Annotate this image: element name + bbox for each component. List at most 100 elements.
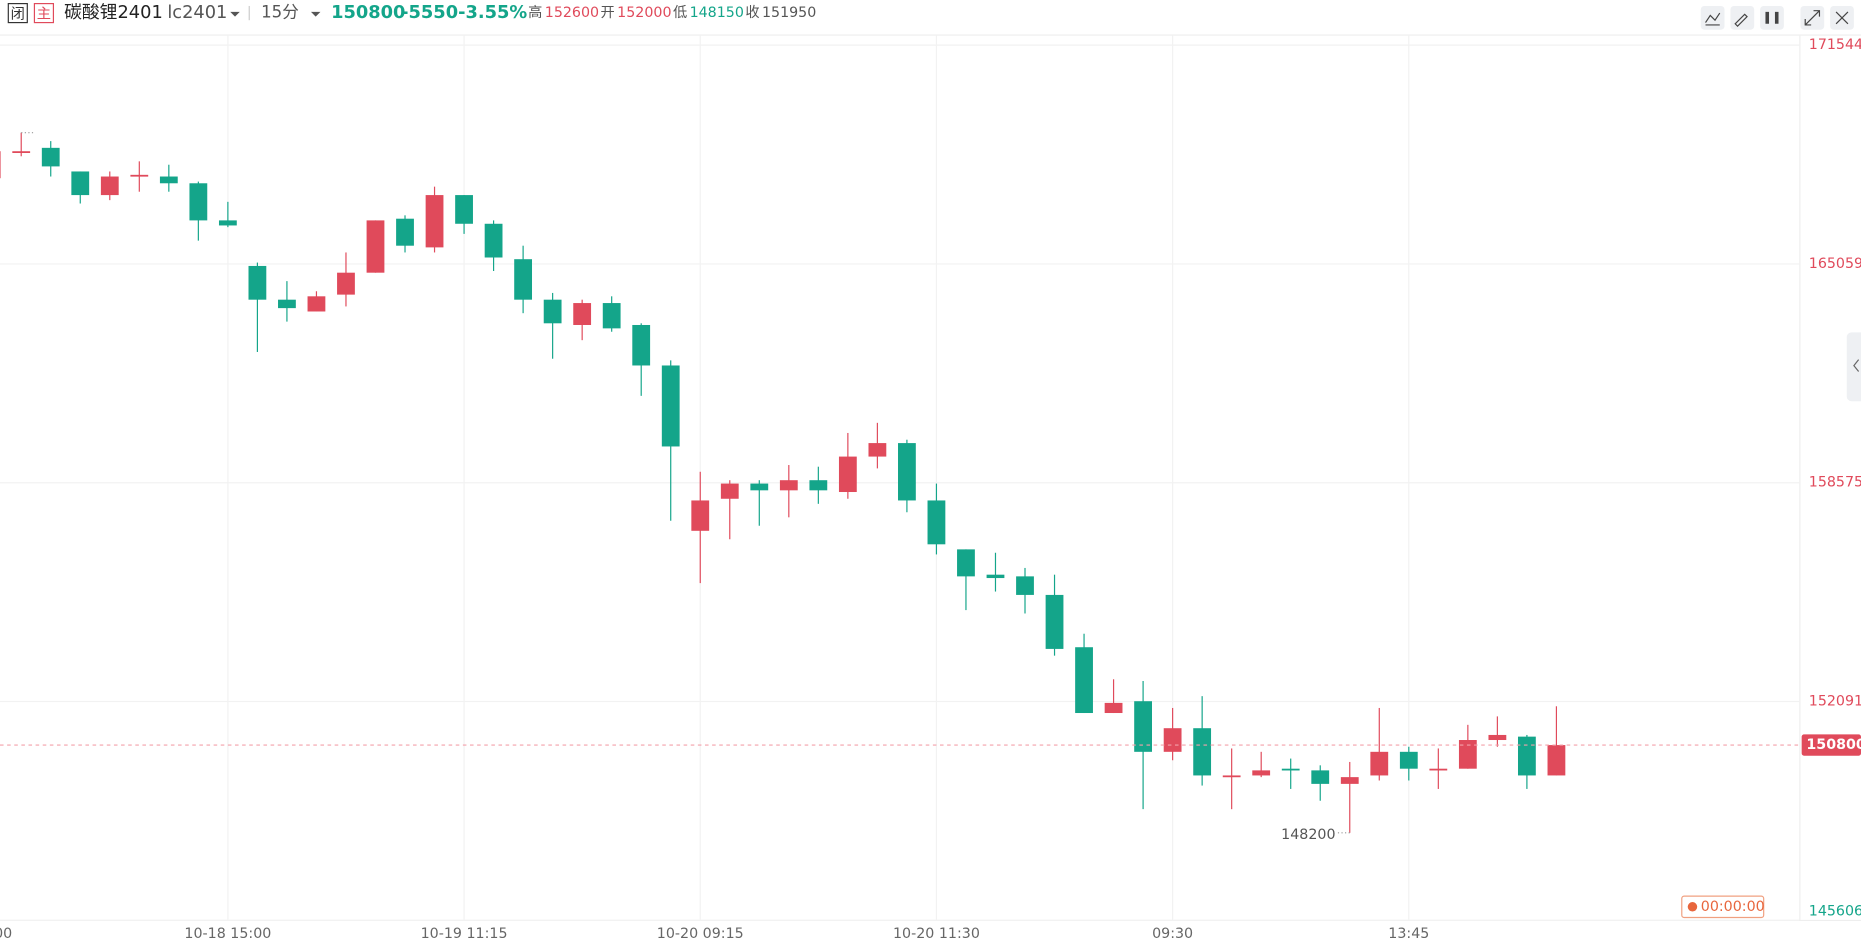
candle-body xyxy=(632,324,651,366)
last-price: 150800 xyxy=(331,2,405,23)
candle-body xyxy=(1134,701,1152,752)
candle-body xyxy=(1340,777,1359,784)
candle-body xyxy=(1547,745,1566,776)
y-tick-label: 158575 xyxy=(1809,475,1861,491)
period[interactable]: 15分 xyxy=(261,3,299,22)
candle-body xyxy=(1104,702,1123,714)
candle-body xyxy=(1429,768,1448,771)
annotation: 148200 xyxy=(1281,827,1335,843)
price-tag-bg xyxy=(1801,734,1861,756)
candle-body xyxy=(809,480,828,491)
price-change: -5550 xyxy=(401,2,458,23)
candle-body xyxy=(1488,734,1507,741)
icon xyxy=(1734,13,1748,27)
icon xyxy=(1765,11,1779,24)
candle-body xyxy=(1016,576,1034,595)
x-tick-label: 10-20 11:30 xyxy=(893,926,980,942)
x-tick-label: 10-20 09:15 xyxy=(657,926,744,942)
dropdown-arrow[interactable] xyxy=(310,11,321,17)
timer: 00:00:00 xyxy=(1701,899,1765,915)
candle-body xyxy=(573,303,592,325)
candle-button[interactable] xyxy=(1760,5,1784,30)
closed-tag: 闭 xyxy=(11,5,25,22)
candle-body xyxy=(514,259,533,300)
low-value: 148150 xyxy=(690,5,744,21)
candle-body xyxy=(1281,768,1300,771)
candle-body xyxy=(307,296,326,312)
candle-body xyxy=(1252,770,1271,776)
candle-body xyxy=(720,483,739,499)
icon xyxy=(1835,11,1849,25)
y-tick-label: 171544 xyxy=(1809,37,1861,53)
candle-body xyxy=(986,574,1005,579)
instrument-code[interactable]: lc2401 xyxy=(167,2,227,23)
candle-body xyxy=(248,265,267,300)
candle-body xyxy=(1311,770,1330,784)
candle-body xyxy=(425,195,444,248)
candle-body xyxy=(0,151,1,179)
timer-box xyxy=(1681,895,1765,919)
draw-button[interactable] xyxy=(1730,5,1755,30)
icon xyxy=(1853,359,1860,372)
instrument-name[interactable]: 碳酸锂2401 xyxy=(64,2,163,23)
price-change-pct: -3.55% xyxy=(458,2,527,23)
x-tick-label: 11:00 xyxy=(0,926,12,942)
candle-body xyxy=(661,365,680,447)
low-label: 低 xyxy=(673,4,687,21)
candle-body xyxy=(218,220,237,226)
dropdown-arrow[interactable] xyxy=(230,11,240,17)
main-tag-box xyxy=(33,3,55,24)
candle-body xyxy=(779,480,798,491)
candle-body xyxy=(927,500,946,545)
candle-body xyxy=(366,220,385,273)
candle-body xyxy=(1222,775,1241,778)
y-tick-label: 165059 xyxy=(1809,256,1861,272)
high-value: 152600 xyxy=(545,5,599,21)
candle-body xyxy=(1193,728,1212,776)
high-label: 高 xyxy=(528,4,542,21)
main-tag: 主 xyxy=(37,5,51,22)
open-label: 开 xyxy=(601,5,615,21)
candle-body xyxy=(100,176,119,196)
candle-body xyxy=(543,299,562,324)
candle-body xyxy=(750,483,769,491)
candle-body xyxy=(1399,751,1418,769)
x-tick-label: 10-19 11:15 xyxy=(421,926,508,942)
candle-body xyxy=(159,176,178,184)
x-tick-label: 09:30 xyxy=(1152,926,1193,942)
candle-body xyxy=(1370,751,1389,776)
candle-body xyxy=(868,443,887,457)
candle-body xyxy=(278,299,296,309)
icon xyxy=(1705,12,1721,26)
side-panel-toggle[interactable] xyxy=(1846,332,1861,402)
candle-body xyxy=(838,456,857,493)
candle-body xyxy=(484,223,503,258)
candle-body xyxy=(1045,594,1064,649)
candle-body xyxy=(1075,647,1093,714)
x-tick-label: 13:45 xyxy=(1388,926,1429,942)
axes: 145606 152091 158575 165059 171544 11:00 10-18… xyxy=(0,37,1861,942)
y-tick-label: 152091 xyxy=(1809,694,1861,710)
candle-body xyxy=(691,500,710,531)
timer-icon xyxy=(1687,902,1698,912)
open-value: 152000 xyxy=(617,5,671,21)
candle-body xyxy=(1458,740,1477,769)
candle-body xyxy=(1163,728,1182,752)
candle-body xyxy=(71,171,90,196)
candle-body xyxy=(898,443,916,501)
candle-body xyxy=(1517,736,1536,776)
close-label: 收 xyxy=(745,4,759,21)
candle-body xyxy=(12,151,31,154)
candle-body xyxy=(130,174,149,177)
candle-body xyxy=(396,218,414,246)
candle-body xyxy=(41,147,60,167)
candle-body xyxy=(189,183,208,221)
candle-body xyxy=(455,195,473,224)
icon xyxy=(1804,10,1821,26)
candle-body xyxy=(337,272,355,295)
plot-area: 168950148200 xyxy=(0,132,1800,843)
x-tick-label: 10-18 15:00 xyxy=(184,926,271,942)
closed-tag-box xyxy=(7,3,28,24)
y-tick-label: 145606 xyxy=(1809,904,1861,920)
